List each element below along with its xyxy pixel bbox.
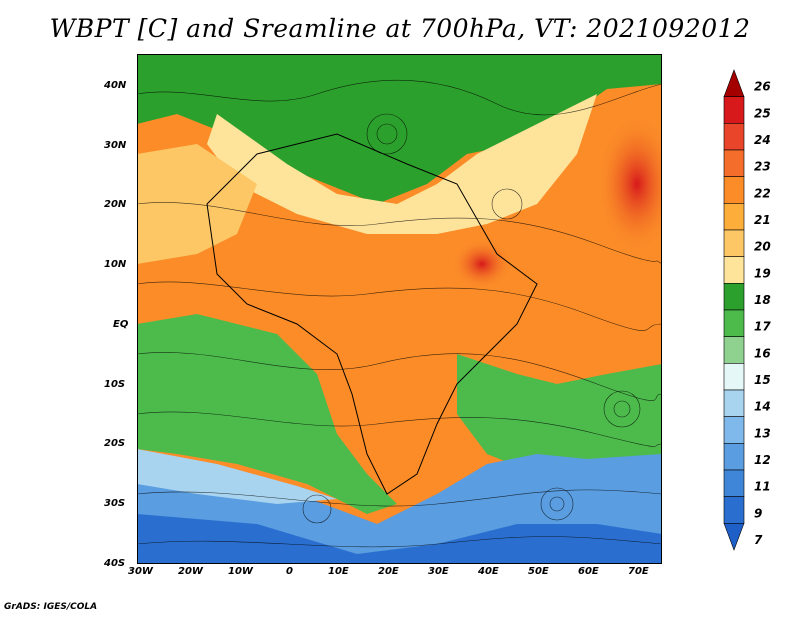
lon-label: 20W	[178, 566, 203, 577]
colorbar-label: 19	[754, 266, 771, 280]
map-panel	[137, 54, 662, 564]
colorbar-label: 16	[754, 346, 771, 360]
colorbar-swatch	[723, 309, 745, 337]
colorbar-cap-top	[723, 69, 745, 97]
lat-label: 20S	[104, 438, 126, 449]
map-title: WBPT [C] and Sreamline at 700hPa, VT: 20…	[49, 14, 751, 43]
field-sw-green	[137, 314, 397, 514]
colorbar-swatch	[723, 336, 745, 364]
colorbar-label: 24	[754, 133, 771, 147]
colorbar-swatch	[723, 203, 745, 231]
streamlines	[137, 79, 662, 548]
colorbar-label: 23	[754, 160, 771, 174]
lat-label: EQ	[113, 319, 129, 330]
colorbar-swatch	[723, 389, 745, 417]
colorbar-swatch	[723, 176, 745, 204]
field-hot-arabia	[597, 114, 662, 254]
colorbar-swatch	[723, 256, 745, 284]
map-frame	[137, 54, 662, 564]
field-north-green	[137, 54, 662, 204]
field-north-tan	[207, 94, 597, 234]
field-hot-ethiopia	[452, 239, 512, 289]
lon-label: 10W	[228, 566, 253, 577]
coastlines	[206, 133, 538, 495]
colorbar-label: 15	[754, 373, 771, 387]
colorbar-label: 21	[754, 213, 771, 227]
colorbar-cap-bottom	[723, 523, 745, 551]
colorbar-label: 17	[754, 320, 771, 334]
colorbar-label: 25	[754, 106, 771, 120]
lat-label: 30N	[104, 140, 127, 151]
colorbar-swatch	[723, 443, 745, 471]
colorbar-label: 22	[754, 186, 771, 200]
colorbar-label: 12	[754, 453, 771, 467]
colorbar-swatch	[723, 96, 745, 124]
lon-label: 30W	[128, 566, 153, 577]
colorbar-label: 14	[754, 400, 771, 414]
colorbar-swatch	[723, 149, 745, 177]
lat-label: 40N	[104, 80, 127, 91]
lon-label: 70E	[628, 566, 649, 577]
lat-label: 20N	[104, 199, 127, 210]
lon-label: 0	[286, 566, 293, 577]
colorbar-swatch	[723, 363, 745, 391]
colorbar-label: 20	[754, 240, 771, 254]
lon-label: 10E	[328, 566, 349, 577]
field-west-tan	[137, 144, 257, 264]
colorbar-swatch	[723, 469, 745, 497]
field-east-green	[457, 354, 662, 474]
lon-label: 40E	[478, 566, 499, 577]
lon-label: 20E	[378, 566, 399, 577]
colorbar-swatch	[723, 496, 745, 524]
colorbar-swatch	[723, 123, 745, 151]
lon-label: 60E	[578, 566, 599, 577]
colorbar-swatch	[723, 416, 745, 444]
colorbar-swatch	[723, 229, 745, 257]
lat-label: 40S	[104, 558, 126, 569]
colorbar-label: 7	[754, 533, 763, 547]
field-light-blue	[137, 449, 337, 504]
colorbar-label: 9	[754, 506, 762, 520]
credit-text: GrADS: IGES/COLA	[4, 602, 98, 612]
colorbar-label: 26	[754, 80, 771, 94]
colorbar-swatch	[723, 283, 745, 311]
lon-label: 30E	[428, 566, 449, 577]
lat-label: 10N	[104, 259, 127, 270]
field-south-deep-blue	[137, 514, 662, 564]
lat-label: 30S	[104, 498, 126, 509]
lon-label: 50E	[528, 566, 549, 577]
colorbar-label: 11	[754, 480, 771, 494]
lat-label: 10S	[104, 379, 126, 390]
colorbar-label: 18	[754, 293, 771, 307]
colorbar-label: 13	[754, 426, 771, 440]
colorbar: 26 25 24 23 22 21 20 19 18 17 16 15 14 13 12 11 9 7	[723, 69, 771, 551]
